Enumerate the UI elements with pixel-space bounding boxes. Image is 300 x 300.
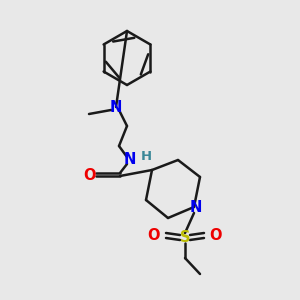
Text: N: N [124, 152, 136, 167]
Text: S: S [180, 230, 190, 244]
Text: O: O [210, 227, 222, 242]
Text: N: N [110, 100, 122, 115]
Text: H: H [140, 149, 152, 163]
Text: O: O [148, 227, 160, 242]
Text: O: O [83, 169, 95, 184]
Text: N: N [190, 200, 202, 214]
